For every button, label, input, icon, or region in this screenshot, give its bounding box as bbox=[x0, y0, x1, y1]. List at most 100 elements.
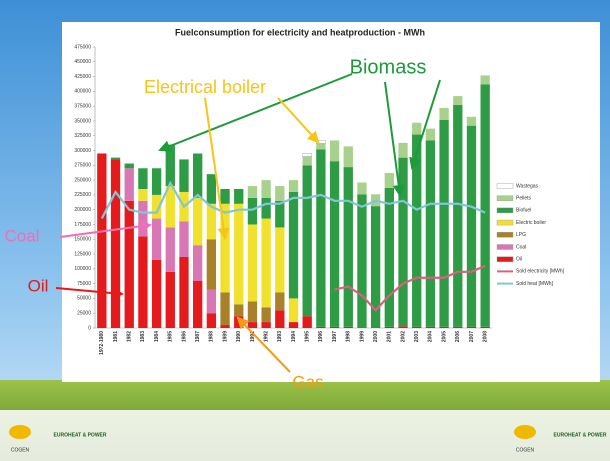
bar-segment bbox=[97, 153, 107, 328]
bar-segment bbox=[193, 197, 203, 246]
bar-segment bbox=[138, 168, 148, 189]
x-tick-label: 1997 bbox=[332, 331, 338, 342]
bar-segment bbox=[220, 203, 230, 293]
legend-swatch bbox=[496, 219, 514, 226]
bar-segment bbox=[316, 326, 326, 328]
bar-segment bbox=[343, 167, 353, 327]
bar-segment bbox=[439, 119, 449, 327]
bar-segment bbox=[425, 140, 436, 327]
bar-segment bbox=[179, 159, 189, 192]
bar-segment bbox=[384, 187, 394, 327]
bar-segment bbox=[412, 326, 422, 328]
bar-segment bbox=[138, 188, 148, 201]
y-tick-label: 125000 bbox=[74, 251, 91, 257]
x-tick-label: 1994 bbox=[291, 331, 297, 342]
bar-segment bbox=[275, 310, 285, 328]
x-tick-label: 1987 bbox=[195, 331, 201, 342]
bar-segment bbox=[165, 186, 175, 228]
x-tick-label: 1992 bbox=[263, 331, 269, 342]
bar-segment bbox=[206, 203, 217, 240]
y-tick-label: 450000 bbox=[74, 59, 91, 65]
y-tick-label: 375000 bbox=[74, 103, 91, 109]
bar-segment bbox=[261, 197, 271, 219]
bar-segment bbox=[288, 322, 299, 328]
bar-segment bbox=[234, 203, 244, 305]
bar-segment bbox=[357, 182, 367, 195]
bar-segment bbox=[329, 140, 340, 162]
bar-segment bbox=[398, 326, 408, 328]
bar-segment bbox=[165, 271, 175, 328]
annotation-arrow bbox=[236, 316, 291, 373]
x-tick-label: 1990 bbox=[236, 331, 242, 342]
bar-segment bbox=[288, 191, 299, 299]
x-tick-label: 2000 bbox=[373, 331, 379, 342]
bar-segment bbox=[165, 227, 175, 272]
bar-segment bbox=[247, 301, 258, 323]
bar-segment bbox=[370, 206, 381, 328]
x-tick-label: 1988 bbox=[209, 331, 215, 342]
bar-segment bbox=[206, 174, 217, 204]
annotation: Coal bbox=[5, 226, 40, 245]
bar-segment bbox=[275, 292, 285, 311]
bar-segment bbox=[316, 143, 326, 150]
x-tick-label: 1981 bbox=[113, 331, 119, 342]
y-tick-label: 250000 bbox=[74, 177, 91, 183]
annotation: Electrical boiler bbox=[144, 77, 266, 97]
bar-segment bbox=[466, 326, 477, 328]
bar-segment bbox=[288, 180, 299, 192]
y-tick-label: 225000 bbox=[74, 192, 91, 198]
bar-segment bbox=[384, 326, 394, 328]
logo-text: COGEN bbox=[516, 447, 535, 453]
bar-segment bbox=[234, 304, 244, 317]
legend-label: Wastegas bbox=[516, 183, 539, 189]
x-tick-label: 2001 bbox=[387, 331, 393, 342]
y-tick-label: 275000 bbox=[74, 163, 91, 169]
footer-band bbox=[0, 410, 610, 461]
logo-text: COGEN bbox=[11, 447, 30, 453]
annotation: Gas bbox=[292, 372, 323, 391]
bar-segment bbox=[398, 157, 408, 327]
legend-label: Electric boiler bbox=[516, 220, 546, 226]
bar-segment bbox=[261, 307, 271, 323]
bar-segment bbox=[179, 221, 189, 258]
y-tick-label: 200000 bbox=[74, 207, 91, 213]
annotation-arrow bbox=[55, 287, 124, 300]
bar-segment bbox=[370, 327, 381, 328]
x-tick-label: 2004 bbox=[428, 331, 434, 342]
bar-segment bbox=[480, 326, 490, 328]
bar-segment bbox=[110, 157, 121, 160]
legend-label: Pellets bbox=[516, 196, 532, 202]
x-tick-label: 2006 bbox=[455, 331, 461, 342]
x-tick-label: 1972-1980 bbox=[99, 331, 105, 355]
x-tick-label: 2007 bbox=[469, 331, 475, 342]
bar-segment bbox=[357, 327, 367, 328]
bar-segment bbox=[179, 257, 189, 328]
bar-segment bbox=[439, 326, 449, 328]
y-tick-label: 50000 bbox=[77, 296, 91, 302]
bar-segment bbox=[439, 107, 449, 120]
x-tick-label: 2005 bbox=[441, 331, 447, 342]
bar-segment bbox=[466, 116, 477, 126]
bar-segment bbox=[261, 322, 271, 328]
bar-segment bbox=[151, 194, 162, 219]
y-tick-label: 75000 bbox=[77, 281, 91, 287]
bar-segment bbox=[220, 292, 230, 326]
line-series bbox=[100, 180, 486, 220]
x-tick-label: 2002 bbox=[400, 331, 406, 342]
bar-segment bbox=[165, 144, 175, 187]
bar-segment bbox=[247, 186, 258, 198]
legend-label: Biofuel bbox=[516, 208, 531, 214]
annotation-arrow bbox=[204, 97, 230, 240]
y-tick-label: 400000 bbox=[74, 89, 91, 95]
x-tick-label: 1983 bbox=[140, 331, 146, 342]
bar-segment bbox=[343, 146, 353, 168]
bar-segment bbox=[343, 326, 353, 328]
chart-title: Fuelconsumption for electricity and heat… bbox=[175, 27, 425, 37]
bar-segment bbox=[275, 227, 285, 293]
x-tick-label: 1982 bbox=[127, 331, 133, 342]
logo-text: EUROHEAT & POWER bbox=[54, 432, 107, 438]
legend-label: LPG bbox=[516, 232, 526, 238]
y-tick-label: 325000 bbox=[74, 133, 91, 139]
x-tick-label: 2008 bbox=[482, 331, 488, 342]
legend-swatch bbox=[496, 232, 514, 238]
